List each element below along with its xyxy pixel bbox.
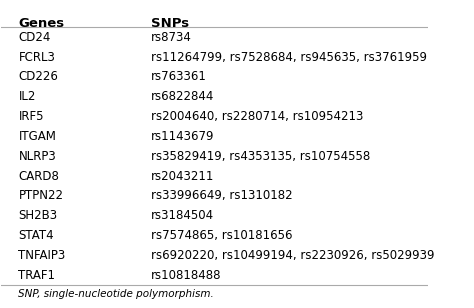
Text: rs7574865, rs10181656: rs7574865, rs10181656 [151, 229, 292, 242]
Text: rs11264799, rs7528684, rs945635, rs3761959: rs11264799, rs7528684, rs945635, rs37619… [151, 51, 427, 63]
Text: SNP, single-nucleotide polymorphism.: SNP, single-nucleotide polymorphism. [18, 289, 214, 299]
Text: SNPs: SNPs [151, 17, 189, 30]
Text: rs2004640, rs2280714, rs10954213: rs2004640, rs2280714, rs10954213 [151, 110, 363, 123]
Text: IRF5: IRF5 [18, 110, 44, 123]
Text: CD24: CD24 [18, 31, 51, 44]
Text: PTPN22: PTPN22 [18, 189, 64, 202]
Text: SH2B3: SH2B3 [18, 209, 57, 222]
Text: rs10818488: rs10818488 [151, 269, 221, 282]
Text: rs1143679: rs1143679 [151, 130, 214, 143]
Text: FCRL3: FCRL3 [18, 51, 55, 63]
Text: CARD8: CARD8 [18, 170, 59, 183]
Text: rs6822844: rs6822844 [151, 90, 214, 103]
Text: TNFAIP3: TNFAIP3 [18, 249, 66, 262]
Text: rs33996649, rs1310182: rs33996649, rs1310182 [151, 189, 292, 202]
Text: CD226: CD226 [18, 71, 58, 83]
Text: rs763361: rs763361 [151, 71, 207, 83]
Text: rs3184504: rs3184504 [151, 209, 214, 222]
Text: TRAF1: TRAF1 [18, 269, 55, 282]
Text: NLRP3: NLRP3 [18, 150, 56, 163]
Text: IL2: IL2 [18, 90, 36, 103]
Text: rs2043211: rs2043211 [151, 170, 214, 183]
Text: rs35829419, rs4353135, rs10754558: rs35829419, rs4353135, rs10754558 [151, 150, 370, 163]
Text: rs6920220, rs10499194, rs2230926, rs5029939: rs6920220, rs10499194, rs2230926, rs5029… [151, 249, 434, 262]
Text: Genes: Genes [18, 17, 64, 30]
Text: ITGAM: ITGAM [18, 130, 56, 143]
Text: rs8734: rs8734 [151, 31, 191, 44]
Text: STAT4: STAT4 [18, 229, 54, 242]
